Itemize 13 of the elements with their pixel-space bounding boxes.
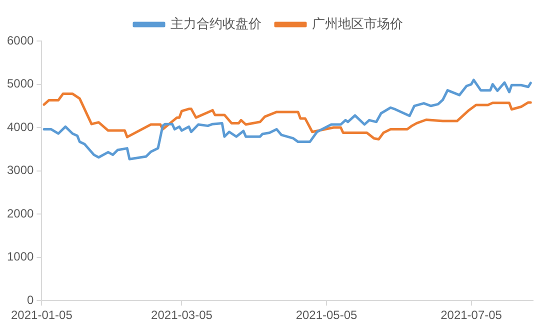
y-tick-label: 3000 bbox=[6, 163, 34, 178]
y-tick-label: 6000 bbox=[6, 33, 34, 48]
y-tick-label: 1000 bbox=[6, 250, 34, 264]
legend-label: 主力合约收盘价 bbox=[170, 16, 262, 32]
y-tick-label: 4000 bbox=[6, 120, 34, 134]
legend-label: 广州地区市场价 bbox=[312, 16, 403, 32]
y-tick-label: 2000 bbox=[6, 206, 34, 220]
y-tick-label: 5000 bbox=[6, 76, 34, 91]
x-tick-label: 2021-03-05 bbox=[151, 308, 213, 322]
x-tick-label: 2021-05-05 bbox=[296, 308, 358, 322]
x-tick-label: 2021-01-05 bbox=[11, 308, 73, 322]
x-tick-label: 2021-07-05 bbox=[440, 308, 502, 322]
y-tick-label: 0 bbox=[27, 292, 34, 307]
